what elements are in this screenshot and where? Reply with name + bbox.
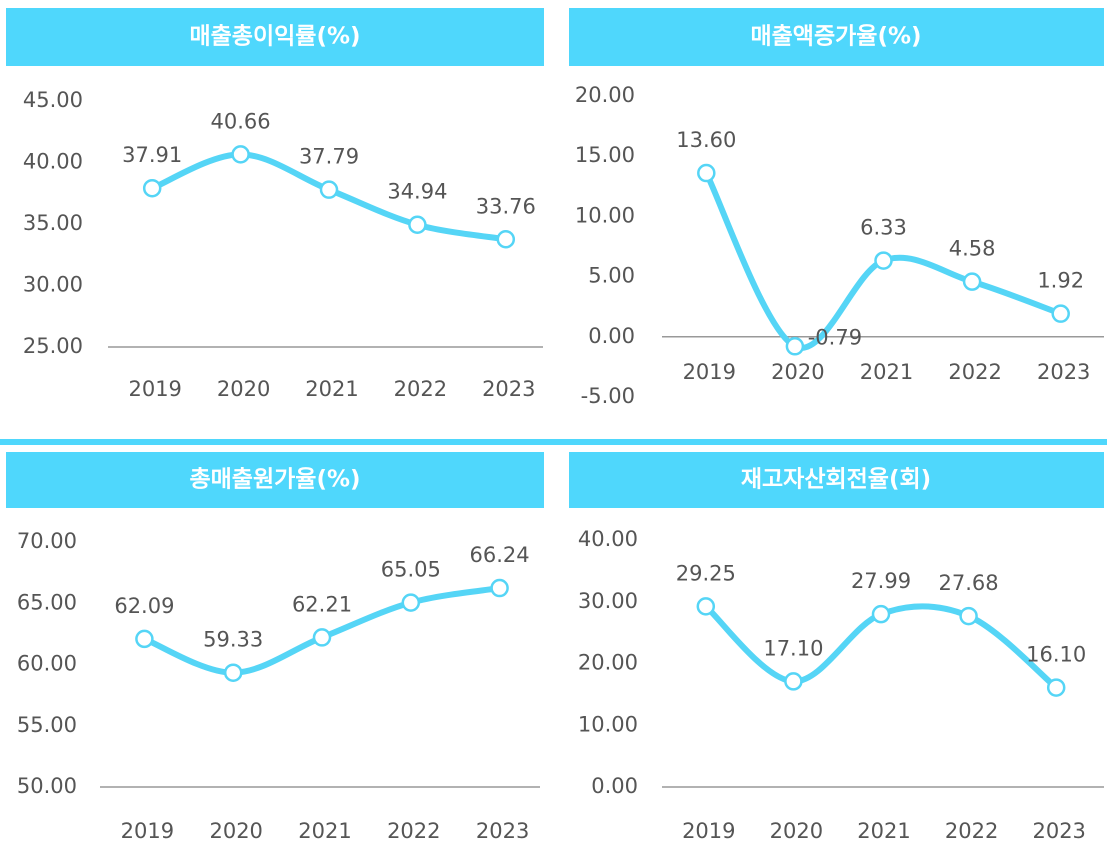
point bbox=[490, 578, 509, 598]
y-tick-label: 30.00 bbox=[23, 273, 83, 297]
data-label: 34.94 bbox=[387, 180, 447, 204]
y-tick-label: 20.00 bbox=[575, 83, 635, 107]
x-tick-label: 2022 bbox=[945, 819, 998, 843]
x-tick-label: 2023 bbox=[482, 377, 535, 401]
data-label: 59.33 bbox=[203, 628, 263, 652]
data-label: 1.92 bbox=[1037, 269, 1084, 293]
data-label: 37.91 bbox=[122, 143, 182, 167]
x-tick-label: 2020 bbox=[771, 360, 824, 384]
chart-title: 재고자산회전율(회) bbox=[741, 467, 931, 493]
point bbox=[1046, 678, 1066, 697]
data-label: 16.10 bbox=[1026, 643, 1086, 667]
point bbox=[784, 672, 803, 691]
data-label: 4.58 bbox=[949, 237, 996, 261]
x-tick-label: 2020 bbox=[770, 819, 823, 843]
x-tick-label: 2021 bbox=[298, 819, 351, 843]
data-label: 40.66 bbox=[211, 109, 271, 133]
point bbox=[408, 215, 427, 234]
data-label: 27.68 bbox=[939, 571, 999, 595]
x-tick-label: 2022 bbox=[948, 360, 1001, 384]
x-tick-label: 2022 bbox=[394, 377, 447, 401]
header-bar bbox=[6, 452, 544, 508]
data-label: 6.33 bbox=[860, 216, 907, 240]
point bbox=[496, 230, 516, 249]
point bbox=[959, 606, 978, 626]
data-label: 27.99 bbox=[851, 569, 911, 593]
y-tick-label: 35.00 bbox=[23, 211, 83, 235]
data-label: 29.25 bbox=[676, 561, 736, 585]
point bbox=[962, 272, 982, 291]
y-tick-label: 15.00 bbox=[575, 143, 635, 167]
y-tick-label: -5.00 bbox=[581, 384, 635, 408]
y-tick-label: 10.00 bbox=[575, 203, 635, 227]
y-tick-label: 70.00 bbox=[17, 529, 77, 553]
y-tick-label: 60.00 bbox=[17, 652, 77, 676]
x-tick-label: 2019 bbox=[128, 377, 181, 401]
x-tick-label: 2023 bbox=[1032, 819, 1085, 843]
x-tick-label: 2021 bbox=[857, 819, 910, 843]
y-tick-label: 30.00 bbox=[578, 589, 638, 613]
point bbox=[135, 629, 154, 649]
data-label: 65.05 bbox=[381, 558, 441, 582]
data-label: 62.21 bbox=[292, 592, 352, 616]
data-label: 17.10 bbox=[763, 636, 823, 660]
y-tick-label: 50.00 bbox=[17, 774, 77, 798]
y-tick-label: 20.00 bbox=[578, 651, 638, 675]
data-label: 66.24 bbox=[470, 543, 530, 567]
x-tick-label: 2023 bbox=[1037, 360, 1090, 384]
y-tick-label: 0.00 bbox=[588, 324, 635, 348]
point bbox=[871, 604, 891, 624]
x-tick-label: 2022 bbox=[387, 819, 440, 843]
y-tick-label: 45.00 bbox=[23, 88, 83, 112]
point bbox=[785, 337, 805, 356]
y-tick-label: 40.00 bbox=[578, 527, 638, 551]
x-tick-label: 2020 bbox=[217, 377, 270, 401]
y-tick-label: 25.00 bbox=[23, 334, 83, 358]
x-tick-label: 2020 bbox=[209, 819, 262, 843]
point bbox=[312, 628, 332, 647]
x-tick-label: 2019 bbox=[683, 360, 736, 384]
point bbox=[1051, 304, 1070, 323]
point bbox=[874, 251, 893, 270]
data-label: 62.09 bbox=[114, 594, 174, 618]
y-tick-label: 5.00 bbox=[588, 264, 635, 288]
header-bar bbox=[6, 8, 544, 66]
chart-title: 매출총이익률(%) bbox=[189, 24, 360, 50]
y-tick-label: 40.00 bbox=[23, 150, 83, 174]
x-tick-label: 2021 bbox=[305, 377, 358, 401]
chart-title: 총매출원가율(%) bbox=[189, 467, 360, 493]
header-bar bbox=[569, 8, 1104, 66]
point bbox=[142, 178, 162, 198]
header-bar bbox=[569, 452, 1104, 508]
point bbox=[319, 180, 339, 199]
line bbox=[703, 170, 1064, 351]
x-tick-label: 2023 bbox=[476, 819, 529, 843]
y-tick-label: 65.00 bbox=[17, 590, 77, 614]
y-tick-label: 55.00 bbox=[17, 713, 77, 737]
x-tick-label: 2019 bbox=[682, 819, 735, 843]
y-tick-label: 10.00 bbox=[578, 712, 638, 736]
point bbox=[401, 593, 421, 612]
separator bbox=[0, 439, 1107, 445]
point bbox=[697, 163, 716, 183]
data-label: 33.76 bbox=[476, 194, 536, 218]
point bbox=[231, 145, 250, 164]
y-tick-label: 0.00 bbox=[591, 774, 638, 798]
x-tick-label: 2021 bbox=[860, 360, 913, 384]
x-tick-label: 2019 bbox=[121, 819, 174, 843]
point bbox=[223, 663, 243, 682]
data-label: 13.60 bbox=[676, 128, 736, 152]
data-label: 37.79 bbox=[299, 145, 359, 169]
data-label: -0.79 bbox=[808, 325, 862, 349]
chart-title: 매출액증가율(%) bbox=[750, 24, 921, 50]
point bbox=[696, 597, 716, 616]
